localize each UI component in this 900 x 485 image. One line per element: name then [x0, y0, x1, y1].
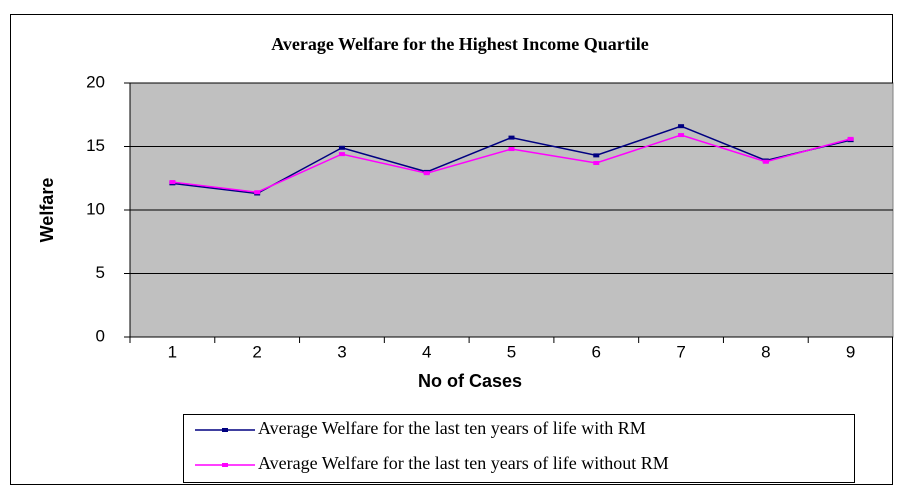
series-marker [847, 136, 854, 141]
x-tick-label: 9 [846, 342, 855, 361]
y-tick-label: 15 [86, 136, 105, 155]
y-tick-label: 20 [86, 72, 105, 91]
legend-marker [222, 428, 228, 432]
legend-marker [222, 463, 228, 467]
x-tick-label: 6 [592, 342, 601, 361]
series-marker [508, 147, 515, 152]
x-axis-label: No of Cases [418, 371, 522, 391]
y-tick-label: 5 [96, 263, 105, 282]
x-tick-label: 2 [252, 342, 261, 361]
series-marker [254, 190, 261, 195]
y-tick-label: 10 [86, 199, 105, 218]
series-marker [593, 161, 600, 166]
x-tick-label: 8 [761, 342, 770, 361]
x-tick-label: 7 [676, 342, 685, 361]
legend-box [183, 414, 855, 483]
series-marker [508, 135, 515, 140]
series-marker [593, 153, 600, 158]
x-tick-label: 1 [168, 342, 177, 361]
y-axis-label: Welfare [37, 178, 57, 243]
x-tick-label: 3 [337, 342, 346, 361]
x-tick-label: 4 [422, 342, 431, 361]
series-marker [678, 124, 685, 129]
legend-label: Average Welfare for the last ten years o… [258, 418, 646, 438]
series-marker [678, 133, 685, 138]
chart-title: Average Welfare for the Highest Income Q… [271, 34, 649, 54]
series-marker [423, 171, 430, 176]
series-marker [338, 145, 345, 150]
y-tick-label: 0 [96, 326, 105, 345]
series-marker [169, 180, 176, 185]
series-marker [762, 159, 769, 164]
legend-label: Average Welfare for the last ten years o… [258, 453, 669, 473]
x-tick-label: 5 [507, 342, 516, 361]
series-marker [338, 152, 345, 157]
